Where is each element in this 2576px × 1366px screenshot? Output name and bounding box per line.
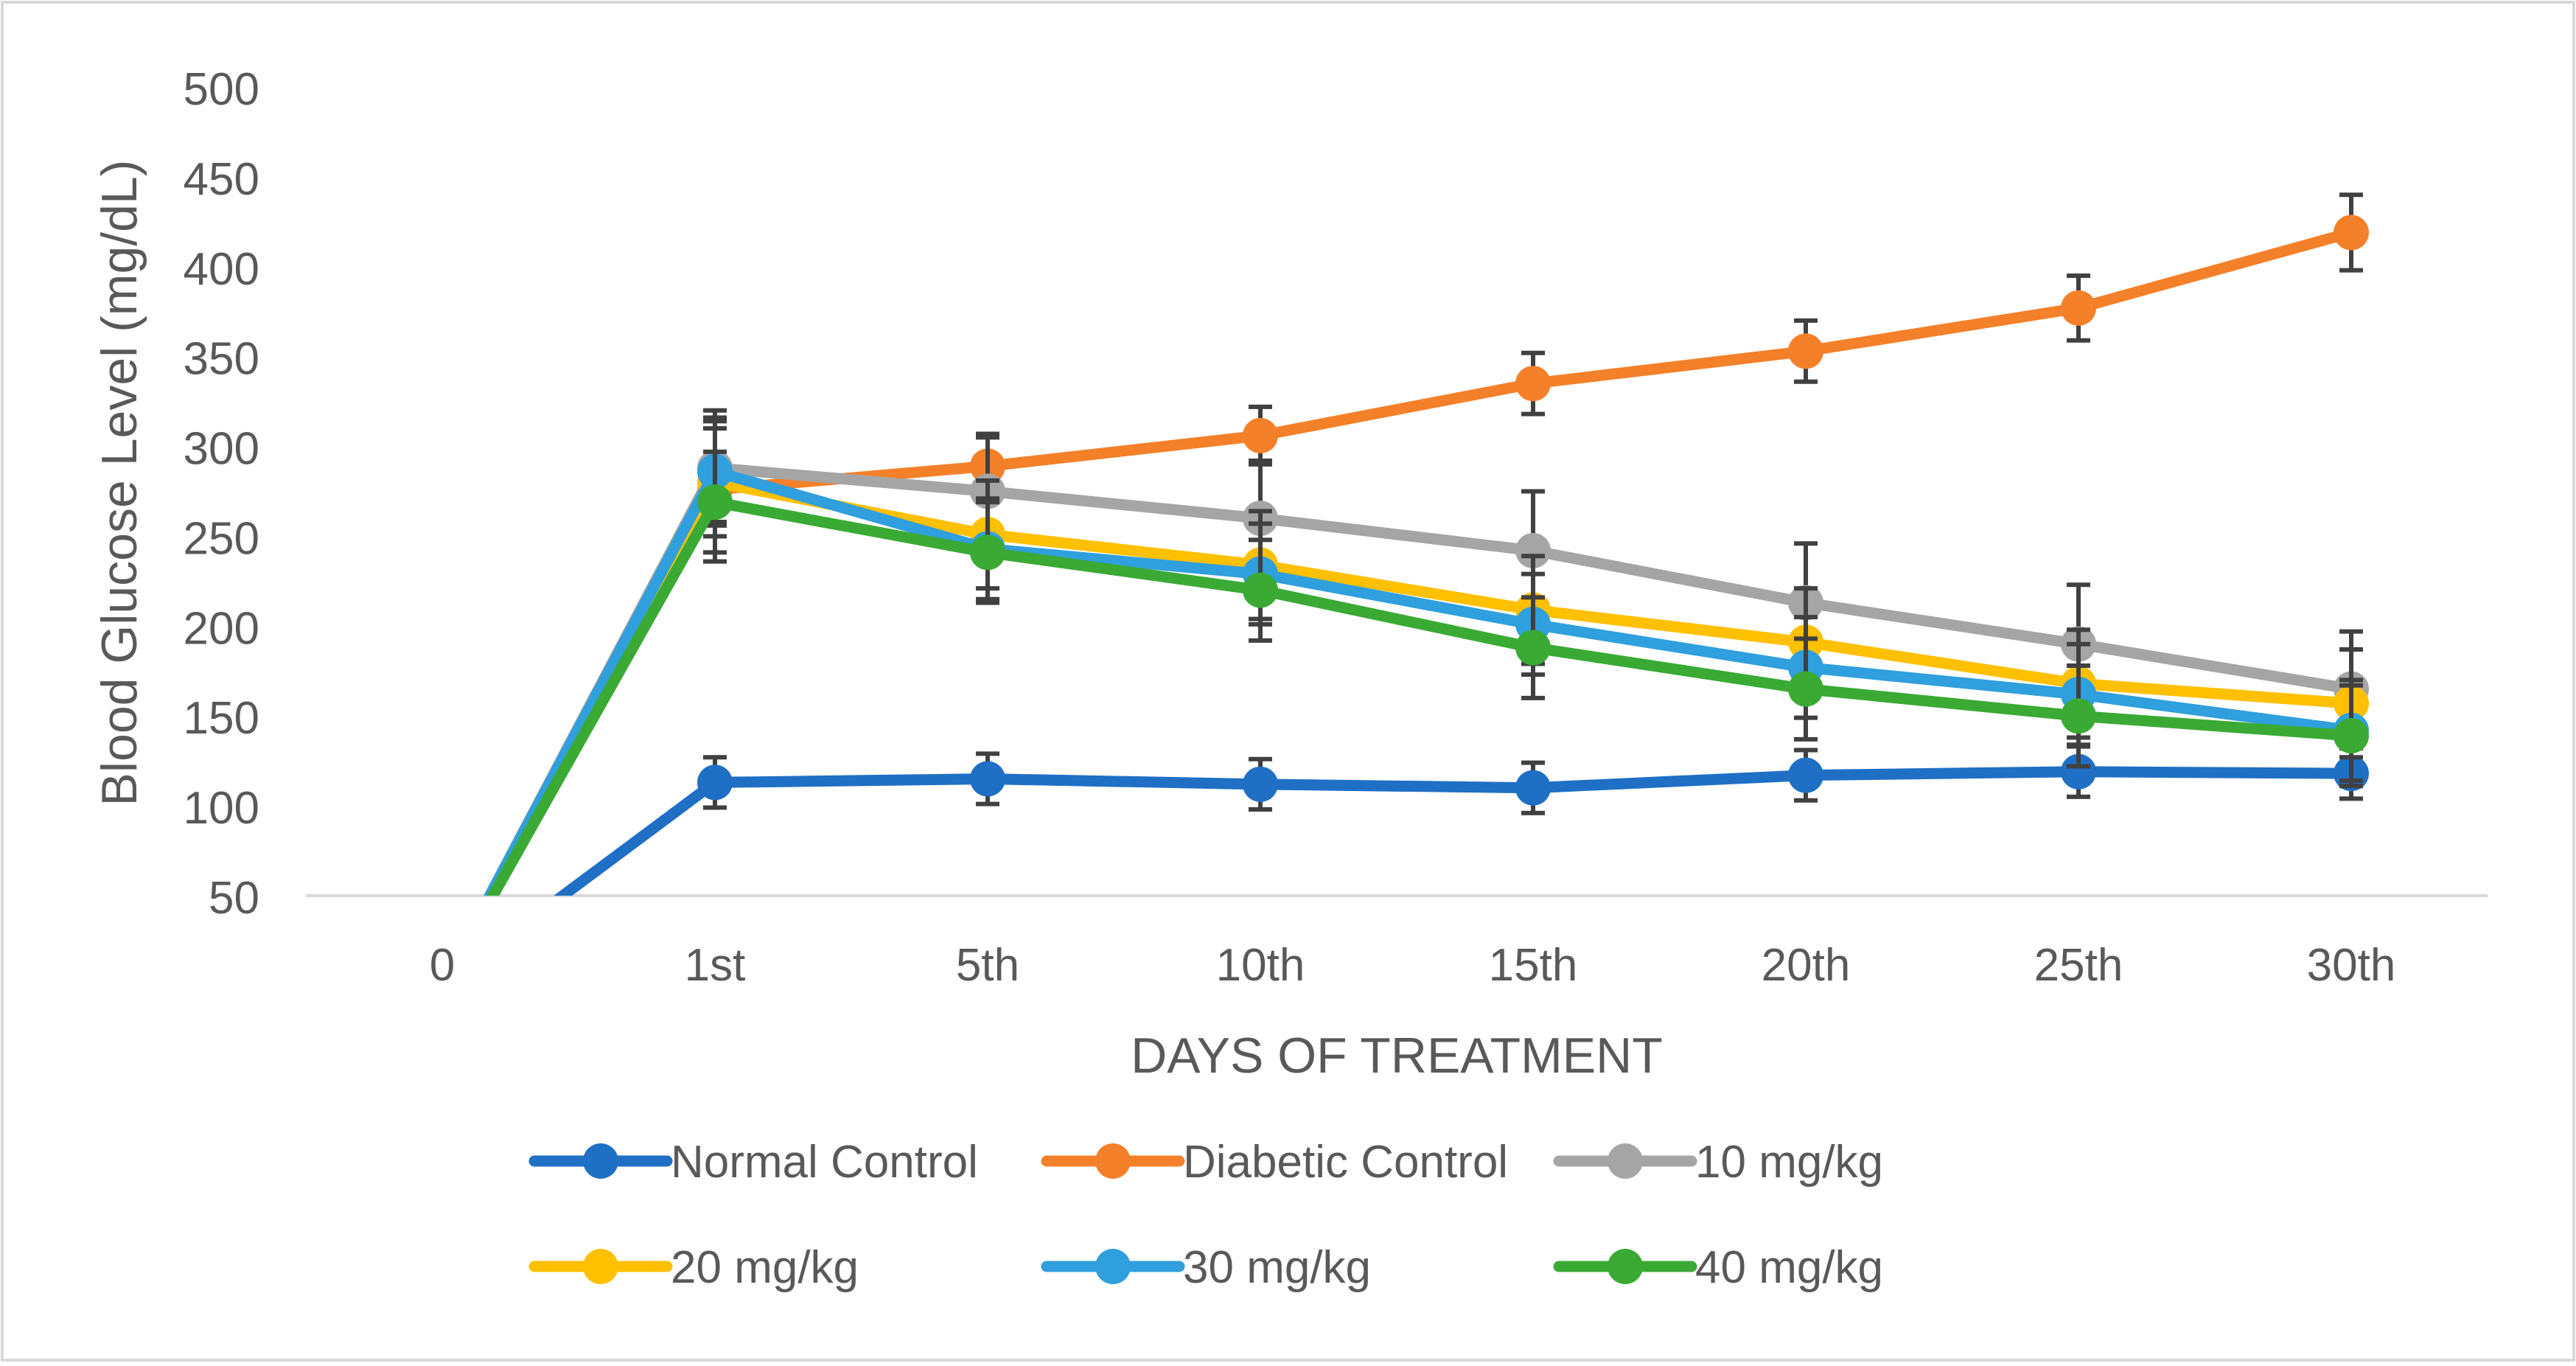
legend-marker	[1608, 1249, 1643, 1284]
series-line	[484, 466, 2357, 896]
y-axis-tick-labels: 50 100 150 200 250 300 350 400 450 500	[184, 64, 259, 924]
y-tick-label: 400	[184, 244, 259, 295]
data-point	[1515, 366, 1551, 402]
legend-item: Diabetic Control	[1041, 1137, 1508, 1188]
x-tick-label: 10th	[1216, 940, 1305, 991]
data-point	[697, 484, 733, 520]
data-point	[1243, 766, 1278, 802]
series-line	[554, 766, 2357, 896]
legend-marker	[583, 1249, 618, 1284]
x-axis-title: DAYS OF TREATMENT	[1131, 1028, 1663, 1084]
series-40-mg-kg	[486, 449, 2369, 896]
legend-marker	[1608, 1143, 1643, 1179]
y-tick-label: 300	[184, 424, 259, 475]
data-point	[2061, 290, 2096, 326]
x-tick-label: 5th	[956, 940, 1019, 991]
data-point	[2061, 753, 2096, 790]
series-line	[483, 462, 2357, 896]
series-layer	[483, 192, 2369, 896]
data-point	[970, 761, 1005, 797]
series-line	[484, 476, 2357, 896]
series-line	[486, 496, 2357, 896]
x-tick-label: 0	[430, 940, 455, 991]
legend-item: 30 mg/kg	[1041, 1242, 1371, 1293]
legend-marker	[583, 1143, 618, 1179]
y-tick-label: 250	[184, 513, 259, 564]
y-tick-label: 100	[184, 783, 259, 834]
x-tick-label: 15th	[1489, 940, 1578, 991]
x-tick-label: 1st	[685, 940, 746, 991]
y-tick-label: 500	[184, 64, 259, 115]
legend-label: Normal Control	[671, 1137, 978, 1188]
x-tick-label: 25th	[2034, 940, 2123, 991]
data-point	[1788, 757, 1823, 793]
data-point	[1788, 333, 1823, 369]
data-point	[2334, 215, 2369, 251]
data-point	[1788, 671, 1823, 707]
legend-item: 20 mg/kg	[528, 1242, 859, 1293]
data-point	[1515, 630, 1551, 666]
data-point	[2334, 718, 2369, 754]
legend-label: 40 mg/kg	[1695, 1242, 1883, 1293]
legend-marker	[1095, 1143, 1131, 1179]
legend-marker	[1095, 1249, 1131, 1284]
legend-item: Normal Control	[528, 1137, 978, 1188]
legend-label: Diabetic Control	[1183, 1137, 1508, 1188]
x-tick-label: 20th	[1762, 940, 1851, 991]
legend-label: 30 mg/kg	[1183, 1242, 1371, 1293]
y-tick-label: 50	[209, 873, 259, 924]
data-point	[2061, 698, 2096, 734]
x-tick-label: 30th	[2307, 940, 2396, 991]
legend: Normal Control Diabetic Control 10 mg/kg 20…	[528, 1137, 1883, 1293]
data-point	[1515, 532, 1551, 568]
data-point	[970, 534, 1005, 571]
y-tick-label: 200	[184, 603, 259, 654]
legend-label: 20 mg/kg	[671, 1242, 859, 1293]
x-axis-tick-labels: 0 1st 5th 10th 15th 20th 25th 30th	[430, 940, 2396, 991]
data-point	[1515, 770, 1551, 806]
y-tick-label: 150	[184, 693, 259, 744]
data-point	[697, 764, 733, 801]
data-point	[1243, 417, 1278, 453]
y-axis-title: Blood Glucose Level (mg/dL)	[91, 160, 147, 806]
data-point	[1243, 572, 1278, 608]
legend-label: 10 mg/kg	[1695, 1137, 1883, 1188]
y-tick-label: 350	[184, 334, 259, 385]
legend-item: 40 mg/kg	[1553, 1242, 1883, 1293]
y-tick-label: 450	[184, 154, 259, 205]
legend-item: 10 mg/kg	[1553, 1137, 1883, 1188]
